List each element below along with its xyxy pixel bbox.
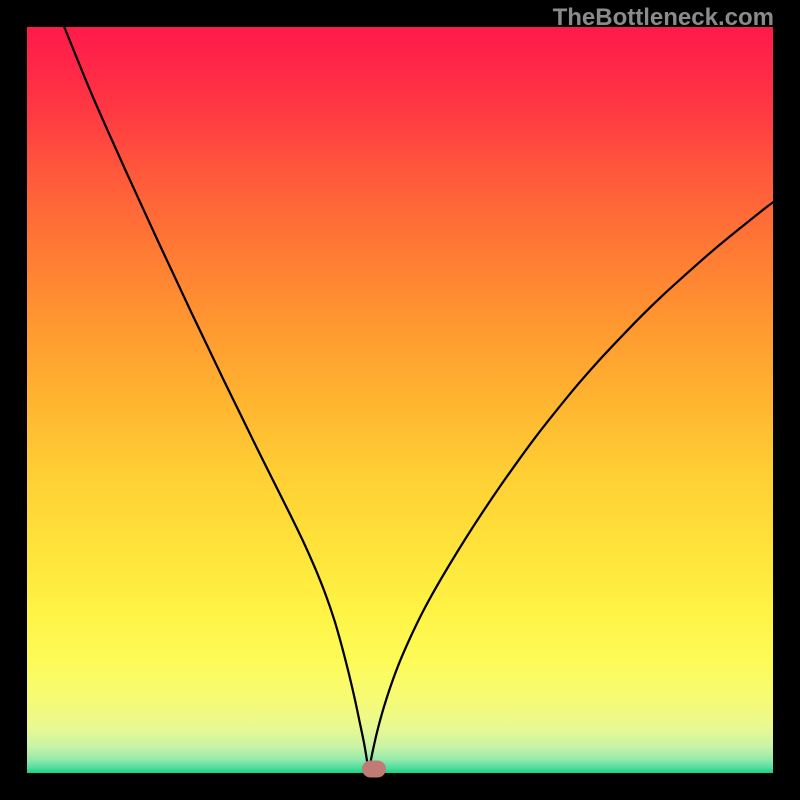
plot-area	[27, 27, 773, 773]
curve-path	[64, 27, 773, 773]
watermark-text: TheBottleneck.com	[553, 4, 774, 32]
minimum-marker	[362, 761, 386, 778]
chart-stage: TheBottleneck.com	[0, 0, 800, 800]
bottleneck-curve	[27, 27, 773, 773]
